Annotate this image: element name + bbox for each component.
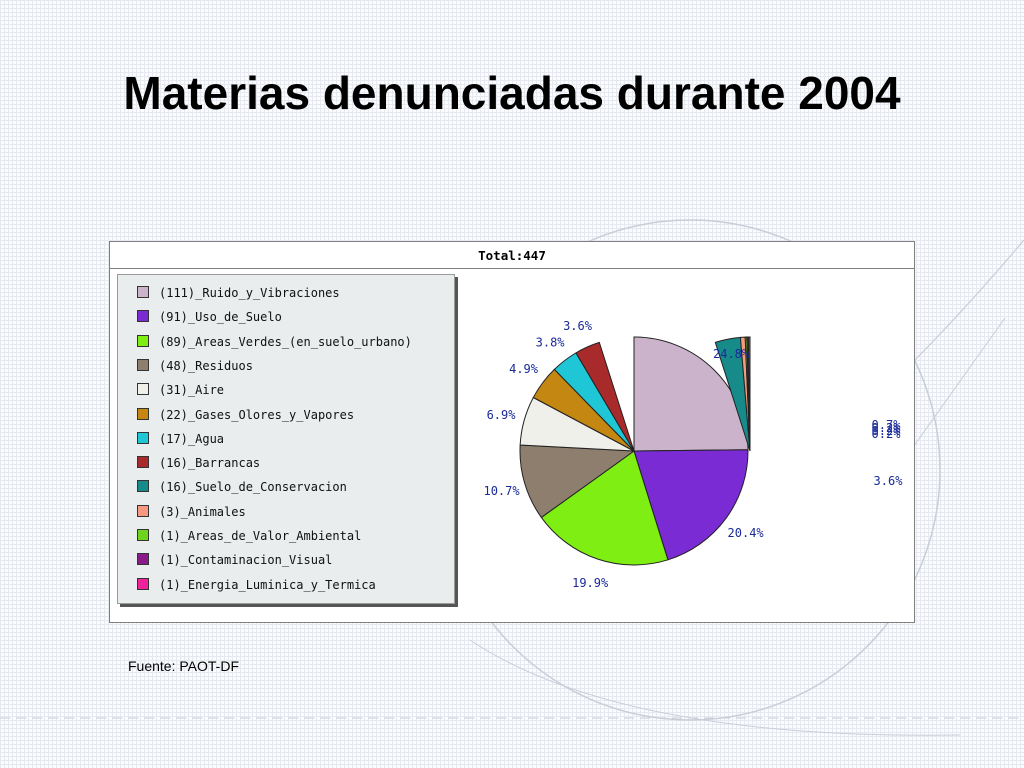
legend-label: (1)_Areas_de_Valor_Ambiental bbox=[159, 529, 362, 543]
page-title: Materias denunciadas durante 2004 bbox=[123, 67, 901, 119]
legend-item: (31)_Aire bbox=[137, 382, 224, 398]
slice-percent-label: 6.9% bbox=[487, 408, 517, 422]
slice-percent-label: 0.2% bbox=[872, 427, 902, 441]
chart-title: Total:447 bbox=[110, 242, 914, 269]
slice-percent-label: 4.9% bbox=[509, 362, 539, 376]
legend-label: (48)_Residuos bbox=[159, 358, 253, 373]
slice-percent-label: 10.7% bbox=[483, 484, 520, 498]
slice-percent-label: 0.2% bbox=[872, 421, 902, 435]
legend-swatch bbox=[137, 407, 149, 420]
legend-label: (17)_Agua bbox=[159, 431, 225, 446]
legend-item: (3)_Animales bbox=[137, 504, 246, 520]
slice-percent-label: 3.6% bbox=[563, 319, 593, 333]
pie-slice bbox=[540, 450, 669, 566]
legend-swatch bbox=[137, 334, 149, 347]
legend-label: (3)_Animales bbox=[159, 504, 246, 519]
slice-percent-label: 0.2% bbox=[872, 424, 902, 438]
slice-percent-label: 3.6% bbox=[874, 474, 904, 488]
legend-label: (1)_Energia_Luminica_y_Termica bbox=[159, 577, 376, 592]
legend-item: (1)_Energia_Luminica_y_Termica bbox=[137, 577, 376, 593]
slice-percent-label: 24.8% bbox=[713, 347, 750, 361]
slice-percent-label: 19.9% bbox=[572, 576, 609, 590]
pie-slice bbox=[519, 444, 636, 519]
legend-label: (16)_Barrancas bbox=[159, 456, 261, 471]
slice-percent-label: 0.7% bbox=[872, 418, 902, 432]
legend-item: (16)_Suelo_de_Conservacion bbox=[137, 479, 347, 495]
pie-slice bbox=[633, 449, 749, 561]
legend-item: (1)_Contaminacion_Visual bbox=[137, 552, 332, 568]
legend-swatch bbox=[137, 577, 149, 590]
legend-item: (1)_Areas_de_Valor_Ambiental bbox=[137, 528, 361, 544]
legend-item: (91)_Uso_de_Suelo bbox=[137, 309, 282, 325]
legend-swatch bbox=[137, 480, 149, 493]
pie-slice bbox=[575, 341, 635, 452]
legend-swatch bbox=[137, 383, 149, 396]
legend-swatch bbox=[137, 310, 149, 323]
legend-item: (111)_Ruido_y_Vibraciones bbox=[137, 285, 340, 301]
legend-label: (31)_Aire bbox=[159, 383, 225, 398]
slice-percent-label: 20.4% bbox=[728, 526, 765, 540]
chart-panel: Total:447 (111)_Ruido_y_Vibraciones (91)_… bbox=[109, 241, 915, 623]
legend-swatch bbox=[137, 286, 149, 298]
legend-swatch bbox=[137, 431, 149, 444]
legend-label: (91)_Uso_de_Suelo bbox=[159, 310, 282, 325]
source-caption: Fuente: PAOT-DF bbox=[128, 658, 239, 674]
legend-label: (111)_Ruido_y_Vibraciones bbox=[159, 286, 340, 300]
legend-swatch bbox=[137, 529, 149, 541]
legend-swatch bbox=[137, 504, 149, 517]
legend-label: (1)_Contaminacion_Visual bbox=[159, 553, 333, 568]
legend-item: (17)_Agua bbox=[137, 431, 224, 447]
legend-label: (16)_Suelo_de_Conservacion bbox=[159, 480, 347, 495]
legend-item: (48)_Residuos bbox=[137, 358, 253, 374]
legend-swatch bbox=[137, 456, 149, 469]
legend-label: (89)_Areas_Verdes_(en_suelo_urbano) bbox=[159, 334, 412, 349]
legend-item: (22)_Gases_Olores_y_Vapores bbox=[137, 407, 354, 423]
legend-swatch bbox=[137, 553, 149, 566]
slice-percent-label: 3.8% bbox=[536, 335, 566, 349]
legend-item: (89)_Areas_Verdes_(en_suelo_urbano) bbox=[137, 334, 412, 350]
legend-swatch bbox=[137, 358, 149, 371]
legend-item: (16)_Barrancas bbox=[137, 455, 260, 471]
legend-label: (22)_Gases_Olores_y_Vapores bbox=[159, 407, 355, 422]
pie-slice bbox=[747, 336, 751, 452]
chart-legend: (111)_Ruido_y_Vibraciones (91)_Uso_de_Sue… bbox=[117, 274, 455, 604]
